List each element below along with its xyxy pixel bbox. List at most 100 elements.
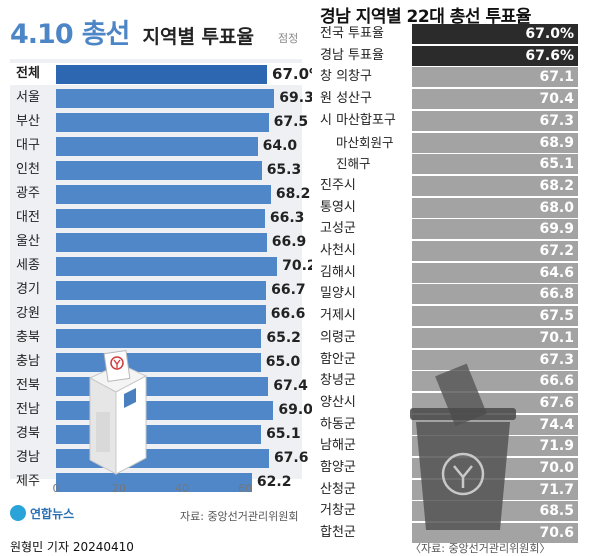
x-tick-label: 20 bbox=[112, 482, 126, 495]
category-label: 함안군 bbox=[320, 352, 356, 367]
data-label: 65.0 bbox=[265, 354, 301, 370]
category-label: 서울 bbox=[16, 90, 40, 105]
category-label: 남해군 bbox=[320, 438, 356, 453]
category-label: 거제시 bbox=[320, 308, 356, 323]
data-label: 67.0% bbox=[525, 26, 574, 42]
data-label: 65.3 bbox=[266, 162, 302, 178]
category-label: 경남 투표율 bbox=[320, 48, 384, 63]
unit-label: 점정 bbox=[278, 32, 299, 45]
data-label: 71.7 bbox=[539, 482, 574, 498]
data-label: 69.9 bbox=[539, 221, 574, 237]
data-label: 64.0 bbox=[262, 138, 298, 154]
category-label: 함양군 bbox=[320, 460, 356, 475]
data-label: 70.4 bbox=[539, 91, 574, 107]
bar bbox=[412, 284, 578, 304]
data-label: 66.7 bbox=[271, 282, 306, 298]
data-label: 62.2 bbox=[256, 474, 292, 490]
bar bbox=[412, 306, 578, 326]
category-label: 충남 bbox=[16, 354, 40, 369]
bar bbox=[56, 113, 269, 132]
data-label: 70.1 bbox=[539, 330, 574, 346]
data-label: 70.0 bbox=[539, 460, 574, 476]
category-label: 진주시 bbox=[320, 178, 356, 193]
category-label: 사천시 bbox=[320, 243, 356, 258]
bar bbox=[412, 328, 578, 348]
category-label: 밀양시 bbox=[320, 286, 356, 301]
data-label: 67.4 bbox=[273, 378, 308, 394]
category-label: 충북 bbox=[16, 330, 40, 345]
category-label: 창녕군 bbox=[320, 373, 356, 388]
data-label: 66.9 bbox=[271, 234, 307, 250]
category-label: 울산 bbox=[16, 234, 40, 249]
national-turnout-panel: 4.10 총선 지역별 투표율 점정 전체 67.0% 서울 69.3 부산 67.5 대구… bbox=[0, 0, 324, 532]
data-label: 67.5 bbox=[273, 114, 309, 130]
category-label: 김해시 bbox=[320, 265, 356, 280]
bar bbox=[412, 198, 578, 218]
left-source-note: 자료: 중앙선거관리위원회 bbox=[180, 510, 299, 523]
x-tick-label: 60 bbox=[238, 482, 252, 495]
bar bbox=[412, 241, 578, 261]
bar bbox=[56, 161, 262, 180]
ballot-box-icon bbox=[88, 350, 148, 475]
category-label: 거창군 bbox=[320, 503, 356, 518]
category-label: 진해구 bbox=[336, 156, 371, 171]
data-label: 68.0 bbox=[539, 200, 574, 216]
category-label: 전남 bbox=[16, 402, 40, 417]
bar bbox=[56, 137, 258, 156]
data-label: 67.6% bbox=[525, 48, 574, 64]
right-chart-title: 경남 지역별 22대 총선 투표율 bbox=[320, 7, 531, 27]
category-label: 세종 bbox=[16, 258, 40, 273]
category-label: 제주 bbox=[16, 474, 40, 489]
category-label: 창 의창구 bbox=[320, 69, 372, 84]
category-label: 경기 bbox=[16, 282, 40, 297]
data-label: 65.2 bbox=[266, 330, 301, 346]
bar bbox=[412, 350, 578, 370]
bar bbox=[56, 329, 262, 348]
bar bbox=[412, 219, 578, 239]
bar bbox=[412, 46, 578, 66]
category-label: 고성군 bbox=[320, 221, 356, 236]
data-label: 66.6 bbox=[539, 373, 574, 389]
category-label: 원 성산구 bbox=[320, 91, 372, 106]
category-label: 대구 bbox=[16, 138, 40, 153]
title-sub: 지역별 투표율 bbox=[142, 26, 255, 48]
data-label: 70.6 bbox=[539, 525, 574, 541]
bar bbox=[56, 185, 271, 204]
ballot-bin-icon bbox=[410, 363, 516, 530]
data-label: 67.3 bbox=[539, 113, 574, 129]
bar bbox=[412, 154, 578, 174]
logo-text: 연합뉴스 bbox=[30, 507, 75, 521]
data-label: 70.2 bbox=[282, 258, 317, 274]
category-label: 인천 bbox=[16, 162, 40, 177]
data-label: 64.6 bbox=[539, 265, 574, 281]
category-label: 의령군 bbox=[320, 330, 356, 345]
data-label: 69.0 bbox=[278, 402, 313, 418]
category-label: 강원 bbox=[16, 306, 40, 321]
bar bbox=[412, 133, 578, 153]
bar bbox=[56, 209, 265, 228]
bar bbox=[56, 305, 266, 324]
category-label: 광주 bbox=[16, 186, 40, 201]
data-label: 67.1 bbox=[539, 69, 574, 85]
category-label: 대전 bbox=[16, 210, 40, 225]
category-label: 경남 bbox=[16, 450, 40, 465]
byline: 원형민 기자 20240410 bbox=[10, 540, 134, 554]
bar bbox=[56, 473, 252, 492]
bar bbox=[56, 65, 268, 84]
category-label: 통영시 bbox=[320, 200, 356, 215]
category-label: 전체 bbox=[16, 66, 40, 81]
yonhap-logo-icon bbox=[10, 505, 26, 521]
title-date: 4.10 bbox=[10, 19, 74, 50]
category-label: 전북 bbox=[16, 378, 40, 393]
data-label: 67.2 bbox=[539, 243, 574, 259]
category-label: 산청군 bbox=[320, 482, 356, 497]
category-label: 전국 투표율 bbox=[320, 26, 384, 41]
data-label: 71.9 bbox=[539, 438, 574, 454]
data-label: 67.3 bbox=[539, 352, 574, 368]
data-label: 65.1 bbox=[266, 426, 301, 442]
bar bbox=[56, 89, 275, 108]
x-tick-label: 40 bbox=[175, 482, 189, 495]
left-chart-title: 4.10 총선 지역별 투표율 bbox=[10, 12, 254, 52]
category-label: 양산시 bbox=[320, 395, 356, 410]
bar bbox=[412, 111, 578, 131]
